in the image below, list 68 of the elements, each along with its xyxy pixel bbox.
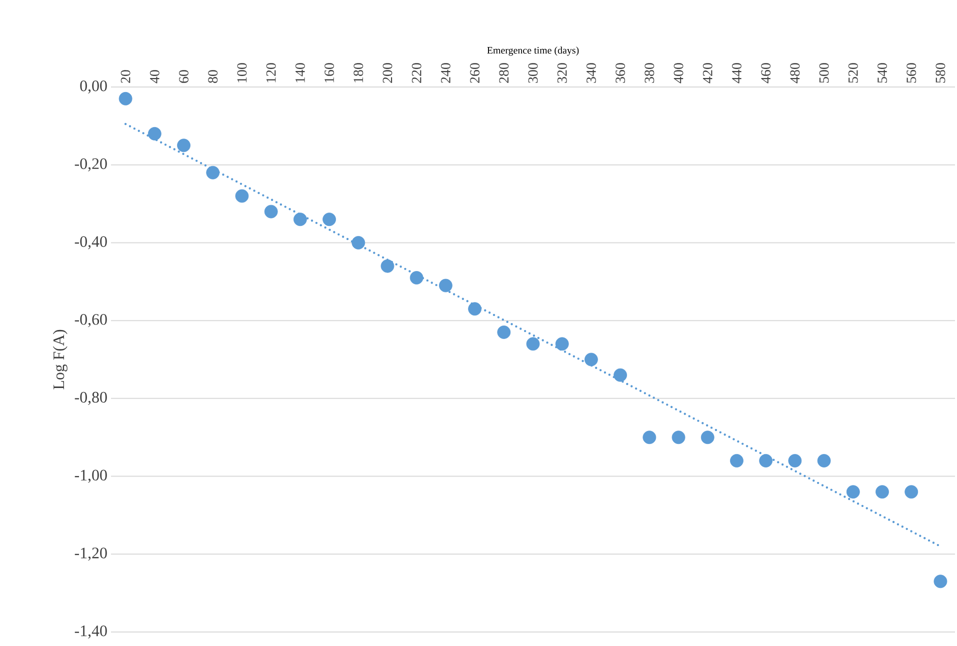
point	[177, 138, 190, 152]
x-tick-label: 40	[150, 70, 160, 84]
x-tick-label: 420	[702, 63, 712, 84]
point	[642, 430, 656, 444]
point	[846, 485, 860, 499]
point	[410, 271, 424, 284]
point	[118, 92, 132, 106]
point	[876, 485, 889, 499]
point	[584, 352, 598, 366]
x-tick-label: 380	[644, 63, 654, 83]
x-tick-label: 20	[120, 70, 130, 83]
x-tick-label: 100	[237, 63, 247, 82]
point	[438, 278, 452, 292]
point	[526, 337, 540, 351]
point	[730, 454, 744, 468]
point	[497, 326, 511, 339]
x-tick-label: 80	[208, 70, 218, 83]
point	[934, 574, 948, 588]
point	[700, 430, 714, 444]
y-tick-label: -0,60	[74, 314, 107, 328]
point	[352, 236, 366, 250]
point	[788, 454, 802, 468]
point	[672, 430, 686, 444]
point	[380, 259, 394, 273]
x-tick-label: 580	[936, 63, 946, 83]
y-tick-label: -1,20	[74, 548, 107, 561]
x-tick-label: 120	[266, 63, 276, 82]
y-tick-label: -1,00	[74, 470, 107, 483]
point	[148, 127, 162, 140]
x-tick-label: 160	[324, 63, 334, 82]
x-axis-title: Emergence time (days)	[487, 46, 579, 56]
point	[293, 212, 307, 226]
point	[817, 454, 831, 468]
point	[904, 485, 918, 499]
y-axis-title: Log F(A)	[52, 330, 68, 390]
x-tick-label: 460	[761, 63, 771, 84]
x-tick-label: 240	[440, 63, 450, 83]
point	[322, 212, 336, 226]
x-tick-label: 360	[616, 63, 626, 83]
y-tick-label: -0,20	[74, 158, 107, 172]
point	[264, 204, 278, 218]
x-tick-label: 440	[732, 63, 742, 84]
x-tick-label: 480	[790, 63, 800, 84]
x-tick-label: 140	[295, 63, 305, 82]
x-tick-label: 520	[848, 63, 858, 83]
x-tick-label: 560	[906, 63, 916, 83]
x-tick-label: 320	[557, 63, 567, 83]
y-tick-label: -0,40	[74, 236, 107, 250]
point	[759, 454, 773, 468]
y-tick-label: -0,80	[74, 392, 107, 405]
x-tick-label: 60	[179, 70, 188, 83]
point	[235, 189, 249, 203]
x-tick-label: 180	[354, 63, 364, 82]
point	[614, 368, 628, 382]
x-tick-label: 540	[878, 63, 887, 83]
x-tick-label: 260	[470, 63, 480, 83]
x-tick-label: 300	[528, 63, 538, 83]
point	[468, 302, 482, 316]
x-tick-label: 340	[586, 63, 596, 83]
y-tick-label: 0,00	[80, 80, 107, 94]
x-tick-label: 220	[412, 63, 422, 83]
point	[555, 337, 569, 351]
x-tick-label: 400	[674, 63, 684, 84]
point	[206, 166, 220, 180]
x-tick-label: 280	[499, 63, 509, 83]
y-tick-label: -1,40	[74, 625, 107, 639]
x-tick-label: 200	[382, 63, 392, 83]
x-tick-label: 500	[819, 63, 829, 83]
